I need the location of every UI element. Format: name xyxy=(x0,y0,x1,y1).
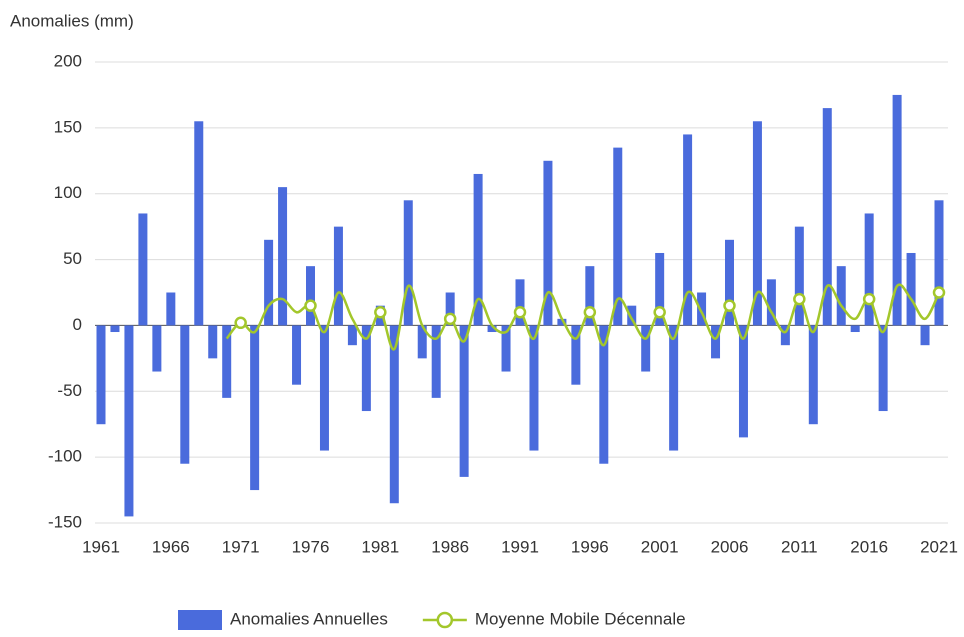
point xyxy=(862,292,876,306)
bar xyxy=(403,200,413,326)
y-tick-label: 0 xyxy=(73,315,82,334)
point xyxy=(443,312,457,326)
x-tick-label: 2001 xyxy=(641,537,679,556)
bar xyxy=(711,325,721,359)
bar xyxy=(725,239,734,326)
bar xyxy=(333,226,343,326)
bar xyxy=(306,266,315,326)
x-tick-label: 2016 xyxy=(850,537,888,556)
bar xyxy=(319,325,329,451)
y-tick-label: 200 xyxy=(54,51,82,70)
point xyxy=(653,306,666,319)
legend-label: Moyenne Mobile Décennale xyxy=(475,609,686,628)
y-tick-label: -50 xyxy=(57,381,82,400)
bar xyxy=(347,325,357,346)
bar xyxy=(389,325,399,504)
x-tick-label: 1976 xyxy=(292,537,330,556)
bar xyxy=(529,325,539,451)
bar xyxy=(361,325,371,412)
bar xyxy=(571,325,581,385)
bar xyxy=(264,239,274,326)
bar xyxy=(850,325,860,333)
bar xyxy=(292,325,302,385)
bar xyxy=(487,325,497,333)
point xyxy=(583,306,597,319)
bar xyxy=(501,325,511,372)
x-tick-label: 1986 xyxy=(431,537,469,556)
x-tick-label: 2011 xyxy=(781,537,818,556)
bar xyxy=(543,160,553,326)
y-tick-label: 100 xyxy=(54,183,82,202)
bar xyxy=(250,325,260,491)
line xyxy=(225,283,941,351)
bar xyxy=(96,325,106,425)
x-tick-label: 1991 xyxy=(501,537,539,556)
bar xyxy=(934,200,944,326)
bar xyxy=(920,325,930,346)
x-tick-label: 2006 xyxy=(711,537,749,556)
bar xyxy=(641,325,651,372)
point xyxy=(234,316,247,330)
bar xyxy=(864,213,874,326)
bar xyxy=(278,187,288,326)
x-tick-label: 1961 xyxy=(82,537,120,556)
legend-swatch xyxy=(178,610,222,630)
bar xyxy=(683,134,693,326)
bar xyxy=(766,279,776,326)
x-tick-label: 2021 xyxy=(920,537,958,556)
y-tick-label: -100 xyxy=(48,447,82,466)
point xyxy=(374,306,387,319)
y-tick-label: -150 xyxy=(48,512,82,531)
legend-label: Anomalies Annuelles xyxy=(230,609,388,628)
bar xyxy=(752,121,762,326)
bar xyxy=(208,325,218,359)
y-tick-label: 150 xyxy=(54,117,82,136)
bar xyxy=(180,325,190,464)
point xyxy=(793,292,806,306)
bar xyxy=(627,305,637,326)
bar xyxy=(655,252,665,326)
bar xyxy=(836,266,846,326)
bar xyxy=(459,325,469,477)
bar xyxy=(906,252,916,326)
bar xyxy=(166,292,176,326)
x-tick-label: 1966 xyxy=(152,537,190,556)
bar xyxy=(808,325,818,425)
bar xyxy=(124,325,134,517)
point xyxy=(932,286,946,299)
y-tick-label: 50 xyxy=(63,249,82,268)
bar xyxy=(892,94,902,326)
bar xyxy=(445,292,455,326)
legend-swatch xyxy=(436,611,454,629)
x-tick-label: 1971 xyxy=(222,537,260,556)
bar xyxy=(194,121,204,326)
point xyxy=(513,306,527,319)
bar xyxy=(417,325,427,359)
bar xyxy=(878,325,888,412)
bar xyxy=(110,325,120,333)
bar xyxy=(613,147,623,326)
bar xyxy=(431,325,441,398)
point xyxy=(304,299,317,312)
bar xyxy=(515,279,525,326)
bar xyxy=(669,325,679,451)
point xyxy=(723,299,736,312)
x-tick-label: 1996 xyxy=(571,537,609,556)
bar xyxy=(780,325,790,346)
bar xyxy=(738,325,748,438)
bar xyxy=(473,173,483,326)
bar xyxy=(794,226,804,326)
bar xyxy=(152,325,162,372)
bar xyxy=(222,325,232,398)
y-axis-label: Anomalies (mm) xyxy=(10,11,134,30)
bar xyxy=(585,266,595,326)
x-tick-label: 1981 xyxy=(361,537,399,556)
bar xyxy=(557,318,567,326)
bar xyxy=(599,325,609,464)
bar xyxy=(138,213,148,326)
bar xyxy=(697,292,707,326)
bar xyxy=(822,108,832,326)
